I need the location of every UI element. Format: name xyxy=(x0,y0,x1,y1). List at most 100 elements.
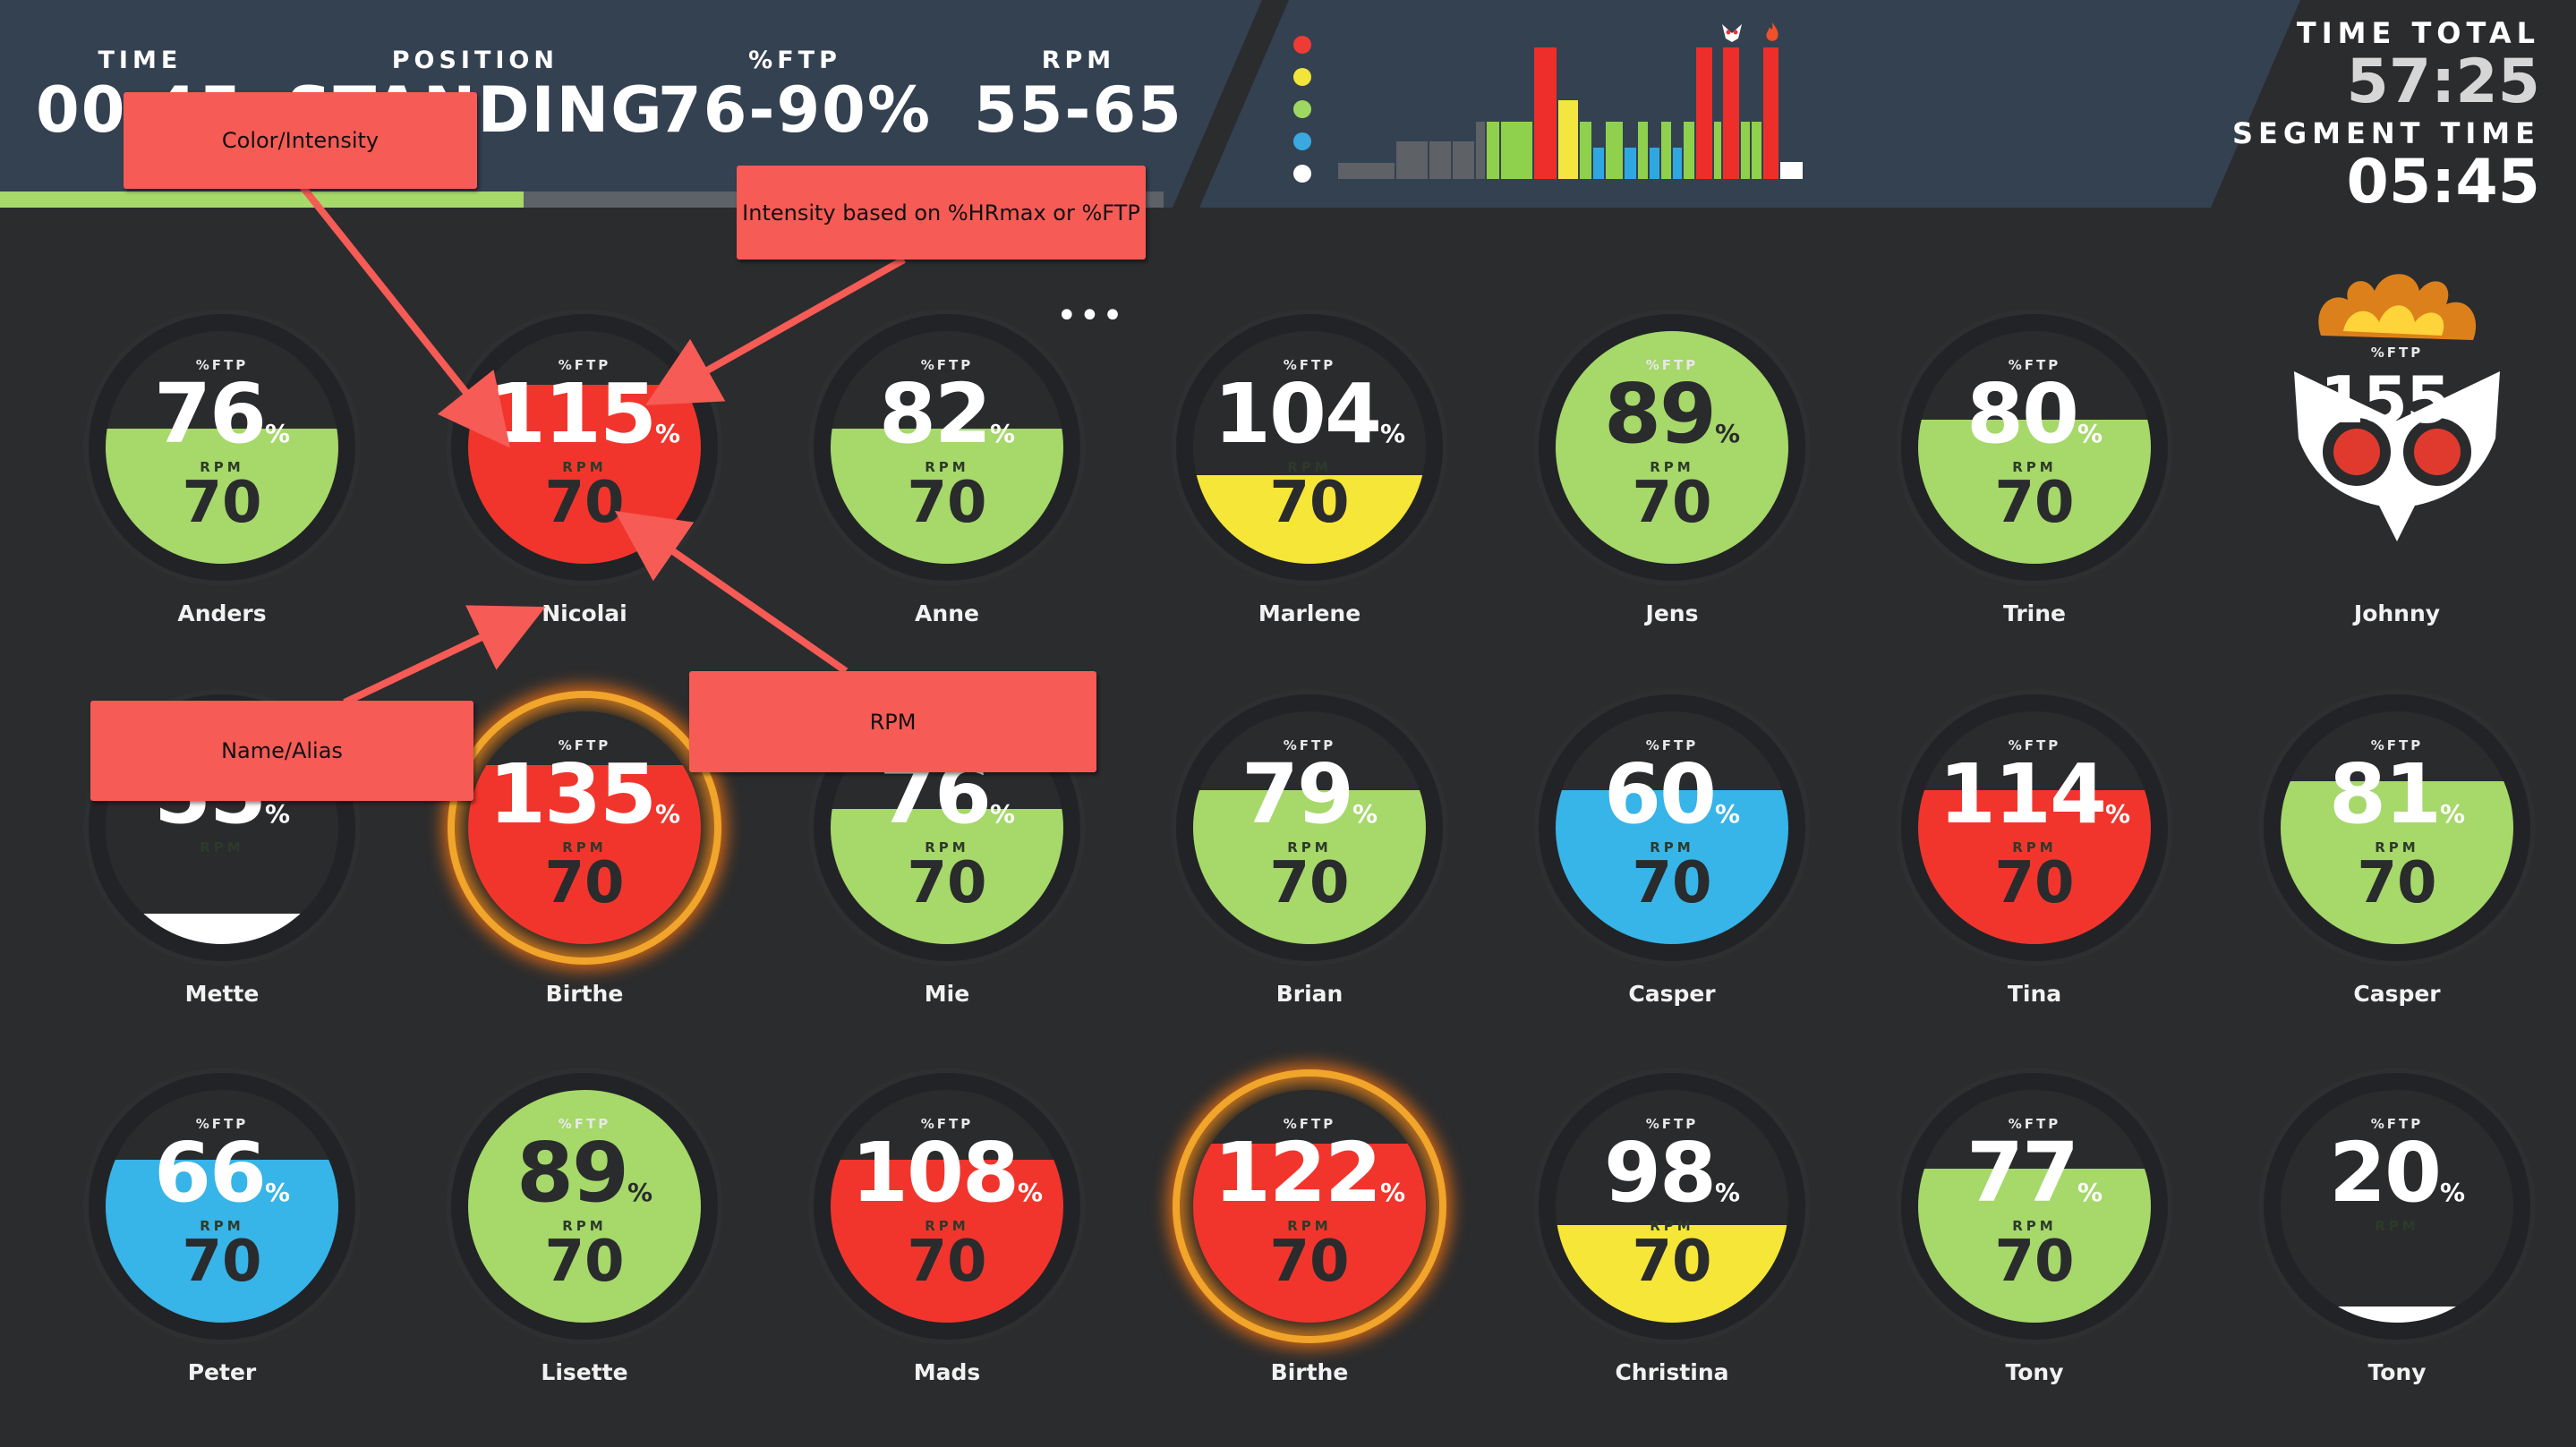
rpm-label: RPM xyxy=(2012,459,2057,475)
rpm-value: 70 xyxy=(1269,850,1350,916)
profile-bar xyxy=(1429,141,1451,179)
zone-dot xyxy=(1293,68,1311,86)
rider-name: Tony xyxy=(2005,1359,2064,1385)
ftp-label: %FTP xyxy=(1645,357,1699,373)
ftp-percent-sign: % xyxy=(2439,799,2466,829)
intensity-fill xyxy=(1918,419,2151,564)
intensity-fill xyxy=(2281,1306,2513,1323)
profile-bar xyxy=(1723,47,1740,179)
intensity-fill xyxy=(1193,790,1426,944)
rider-gauge[interactable]: %FTP 115% RPM 70 Nicolai xyxy=(446,309,723,658)
ftp-label: %FTP xyxy=(2370,737,2424,753)
rider-gauge[interactable]: %FTP 60% RPM 70 Casper xyxy=(1533,689,1811,1038)
ftp-value: 122% xyxy=(1171,1128,1448,1238)
rpm-value: 70 xyxy=(1632,470,1712,536)
rpm-label: RPM xyxy=(1287,839,1332,855)
profile-bar xyxy=(1557,100,1578,179)
ftp-number: 81 xyxy=(2328,746,2442,842)
intensity-disc xyxy=(2281,711,2513,944)
rider-gauge[interactable]: %FTP 108% RPM 70 Mads xyxy=(808,1068,1086,1417)
rpm-value: 70 xyxy=(1994,850,2075,916)
ftp-number: 80 xyxy=(1966,366,2079,462)
ftp-label: %FTP xyxy=(1283,357,1336,373)
rider-gauge[interactable]: %FTP 66% RPM 70 Peter xyxy=(83,1068,361,1417)
rpm-label: RPM xyxy=(200,459,244,475)
intensity-fill xyxy=(2281,781,2513,944)
segment-time-label: SEGMENT TIME xyxy=(2231,116,2540,150)
rider-gauge[interactable]: %FTP 155% Johnny xyxy=(2258,274,2536,658)
rider-gauge[interactable]: %FTP 79% RPM 70 Brian xyxy=(1171,689,1448,1038)
rider-gauge[interactable]: %FTP 82% RPM 70 Anne xyxy=(808,309,1086,658)
rpm-value: 70 xyxy=(907,1229,987,1295)
intensity-fill xyxy=(1193,475,1426,564)
intensity-disc xyxy=(106,331,338,564)
rpm-value: 70 xyxy=(1994,1229,2075,1295)
ftp-value: 60% xyxy=(1533,750,1811,859)
ftp-percent-sign: % xyxy=(1379,419,1406,448)
rider-gauge[interactable]: %FTP 20% RPM 70 Tony xyxy=(2258,1068,2536,1417)
ftp-percent-sign: % xyxy=(2439,1178,2466,1207)
rpm-label: RPM xyxy=(1287,459,1332,475)
ftp-label: %FTP xyxy=(2008,1116,2061,1132)
rpm-value: 70 xyxy=(1994,470,2075,536)
profile-bar xyxy=(1624,147,1637,179)
ftp-percent-sign: % xyxy=(2077,1178,2103,1207)
ftp-percent-sign: % xyxy=(1714,799,1741,829)
segment-progress-fill xyxy=(0,192,524,208)
ftp-number: 82 xyxy=(878,366,992,462)
profile-bar xyxy=(1475,122,1486,179)
metric-rpm-label: RPM xyxy=(1041,47,1116,74)
rider-gauge[interactable]: %FTP 89% RPM 70 Jens xyxy=(1533,309,1811,658)
profile-bar xyxy=(1660,122,1672,179)
intensity-disc xyxy=(106,1090,338,1323)
ftp-number: 89 xyxy=(1603,366,1717,462)
profile-bar xyxy=(1763,47,1779,179)
rider-gauge[interactable]: %FTP 135% RPM 70 Birthe xyxy=(446,689,723,1038)
profile-bar xyxy=(1605,122,1623,179)
ftp-label: %FTP xyxy=(2370,1116,2424,1132)
rider-gauge[interactable]: %FTP 122% RPM 70 Birthe xyxy=(1171,1068,1448,1417)
ftp-label: %FTP xyxy=(1645,737,1699,753)
rpm-label: RPM xyxy=(1287,1218,1332,1234)
rider-gauge[interactable]: %FTP 98% RPM 70 Christina xyxy=(1533,1068,1811,1417)
ftp-value: 76% xyxy=(83,370,361,479)
rider-name: Casper xyxy=(2353,981,2441,1007)
rider-gauge[interactable]: %FTP 80% RPM 70 Trine xyxy=(1896,309,2173,658)
flame-marker-icon xyxy=(1761,21,1784,48)
metric-position-label: POSITION xyxy=(391,47,559,74)
intensity-fill xyxy=(1193,1143,1426,1323)
rpm-label: RPM xyxy=(925,459,969,475)
more-options-icon[interactable]: ••• xyxy=(1056,295,1125,336)
ftp-value: 77% xyxy=(1896,1128,2173,1238)
rider-name: Lisette xyxy=(541,1359,628,1385)
rider-gauge[interactable]: %FTP 104% RPM 70 Marlene xyxy=(1171,309,1448,658)
intensity-disc xyxy=(2281,1090,2513,1323)
profile-bar xyxy=(1579,122,1592,179)
profile-bar xyxy=(1650,147,1659,179)
rider-gauge[interactable]: %FTP 89% RPM 70 Lisette xyxy=(446,1068,723,1417)
rpm-value: 70 xyxy=(907,850,987,916)
rider-gauge[interactable]: %FTP 81% RPM 70 Casper xyxy=(2258,689,2536,1038)
zone-dot xyxy=(1293,36,1311,54)
ftp-value: 20% xyxy=(2258,1128,2536,1238)
metric-ftp-value: 76-90% xyxy=(658,73,933,147)
profile-bar xyxy=(1713,122,1722,179)
rider-gauge[interactable]: %FTP 114% RPM 70 Tina xyxy=(1896,689,2173,1038)
intensity-fill xyxy=(468,1090,701,1323)
rider-gauge[interactable]: %FTP 76% RPM 70 Anders xyxy=(83,309,361,658)
intensity-disc xyxy=(1193,711,1426,944)
metric-rpm: RPM 55-65 xyxy=(974,47,1183,146)
ftp-value: 135% xyxy=(446,750,723,859)
profile-bar xyxy=(1396,141,1428,179)
rider-name: Mie xyxy=(924,981,970,1007)
zone-dot xyxy=(1293,100,1311,118)
ftp-percent-sign: % xyxy=(2104,799,2131,829)
ftp-number: 135 xyxy=(488,746,657,842)
profile-bar xyxy=(1338,163,1395,179)
ftp-number: 155 xyxy=(2319,362,2451,438)
ftp-label: %FTP xyxy=(558,1116,611,1132)
rpm-label: RPM xyxy=(2375,839,2419,855)
rider-gauge[interactable]: %FTP 77% RPM 70 Tony xyxy=(1896,1068,2173,1417)
ftp-percent-sign: % xyxy=(2449,399,2475,429)
rider-name: Anne xyxy=(915,600,979,626)
